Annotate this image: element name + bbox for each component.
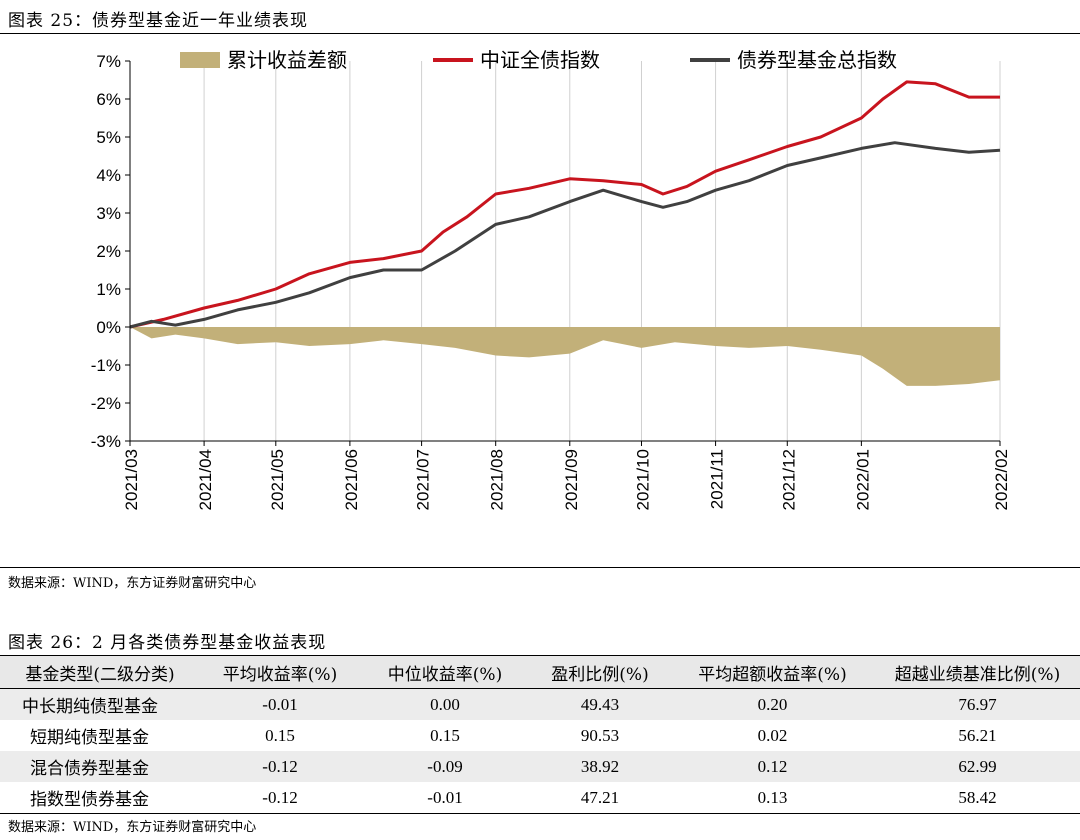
table-cell: 0.13 — [670, 782, 875, 814]
legend-label: 中证全债指数 — [480, 48, 600, 72]
table-cell: 混合债券型基金 — [0, 751, 200, 782]
line-layer — [129, 80, 1001, 329]
series-area-cumulative-difference — [130, 327, 1000, 386]
table-cell: 62.99 — [875, 751, 1080, 782]
y-tick-label: 4% — [96, 166, 121, 185]
axis-layer: 2021/03 2021/04 2021/05 2021/06 2021/07 2021/… — [91, 52, 1011, 510]
table-cell: 0.12 — [670, 751, 875, 782]
x-tick-label: 2022/02 — [992, 449, 1011, 510]
y-tick-label: 3% — [96, 204, 121, 223]
legend: 累计收益差额 中证全债指数 债券型基金总指数 — [180, 48, 897, 72]
table-row: 中长期纯债型基金 -0.01 0.00 49.43 0.20 76.97 — [0, 688, 1080, 720]
table-cell: 58.42 — [875, 782, 1080, 814]
series-line-cn-bond-index — [129, 80, 1000, 329]
chart-bottom-rule — [0, 567, 1080, 568]
table-header-row: 基金类型(二级分类) 平均收益率(%) 中位收益率(%) 盈利比例(%) 平均超… — [0, 655, 1080, 689]
table-cell: 中长期纯债型基金 — [0, 688, 200, 720]
x-tick-label: 2021/11 — [708, 449, 727, 509]
title-rule — [0, 33, 1080, 34]
table-cell: 76.97 — [875, 688, 1080, 720]
table-cell: 49.43 — [530, 688, 670, 720]
table-cell: -0.01 — [360, 782, 530, 814]
x-tick-label: 2021/05 — [268, 449, 287, 510]
y-tick-label: 0% — [96, 318, 121, 337]
table-row: 短期纯债型基金 0.15 0.15 90.53 0.02 56.21 — [0, 720, 1080, 751]
col-header: 盈利比例(%) — [530, 655, 670, 689]
table-cell: 38.92 — [530, 751, 670, 782]
table-cell: 短期纯债型基金 — [30, 728, 149, 748]
col-header: 基金类型(二级分类) — [0, 655, 200, 689]
x-tick-label: 2021/07 — [414, 449, 433, 510]
table-cell: 0.20 — [670, 688, 875, 720]
col-header: 平均超额收益率(%) — [670, 655, 875, 689]
table-cell: -0.01 — [200, 688, 360, 720]
legend-label: 累计收益差额 — [227, 48, 347, 72]
figure-26-source: 数据来源：WIND，东方证券财富研究中心 — [8, 820, 257, 835]
x-tick-label: 2021/09 — [562, 449, 581, 510]
table-cell: 指数型债券基金 — [0, 782, 200, 814]
col-header: 超越业绩基准比例(%) — [875, 655, 1080, 689]
y-tick-label: 6% — [96, 90, 121, 109]
y-tick-label: 2% — [96, 242, 121, 261]
table-row: 指数型债券基金 -0.12 -0.01 47.21 0.13 58.42 — [0, 782, 1080, 814]
table-cell: 0.15 — [265, 725, 295, 745]
table-cell: 56.21 — [958, 725, 997, 745]
table-cell: 0.00 — [360, 688, 530, 720]
x-tick-label: 2021/06 — [342, 449, 361, 510]
table-cell: 90.53 — [580, 725, 620, 745]
legend-swatch — [180, 52, 220, 68]
series-line-bond-fund-index — [129, 141, 1001, 329]
col-header: 中位收益率(%) — [360, 655, 530, 689]
x-tick-label: 2021/10 — [633, 449, 652, 510]
figure-25-title: 图表 25：债券型基金近一年业绩表现 — [8, 11, 309, 31]
grid-layer — [203, 61, 1001, 441]
x-tick-label: 2021/12 — [779, 449, 798, 510]
table-cell: 0.15 — [430, 725, 460, 745]
table-cell: 0.02 — [757, 725, 788, 745]
x-tick-label: 2021/08 — [488, 449, 507, 510]
table-cell: -0.12 — [200, 782, 360, 814]
figure-25-source: 数据来源：WIND，东方证券财富研究中心 — [8, 576, 257, 591]
table-cell: 47.21 — [530, 782, 670, 814]
x-tick-label: 2021/04 — [196, 449, 215, 510]
y-tick-label: 5% — [96, 128, 121, 147]
table-row: 混合债券型基金 -0.12 -0.09 38.92 0.12 62.99 — [0, 751, 1080, 782]
x-tick-label: 2021/03 — [122, 449, 141, 510]
bond-fund-performance-chart: 2021/03 2021/04 2021/05 2021/06 2021/07 2021/… — [91, 48, 1011, 510]
y-tick-label: 1% — [96, 280, 121, 299]
table-cell: -0.09 — [360, 751, 530, 782]
figure-26-title: 图表 26：2 月各类债券型基金收益表现 — [8, 633, 327, 653]
table-cell: -0.12 — [200, 751, 360, 782]
col-header: 平均收益率(%) — [200, 655, 360, 689]
legend-label: 债券型基金总指数 — [737, 48, 897, 72]
area-layer — [130, 327, 1000, 386]
return-table: 基金类型(二级分类) 平均收益率(%) 中位收益率(%) 盈利比例(%) 平均超… — [0, 655, 1080, 814]
y-tick-label: -2% — [91, 394, 121, 413]
y-tick-label: 7% — [96, 52, 121, 71]
x-tick-label: 2022/01 — [853, 449, 872, 510]
y-tick-label: -1% — [91, 356, 121, 375]
y-tick-label: -3% — [91, 432, 121, 451]
